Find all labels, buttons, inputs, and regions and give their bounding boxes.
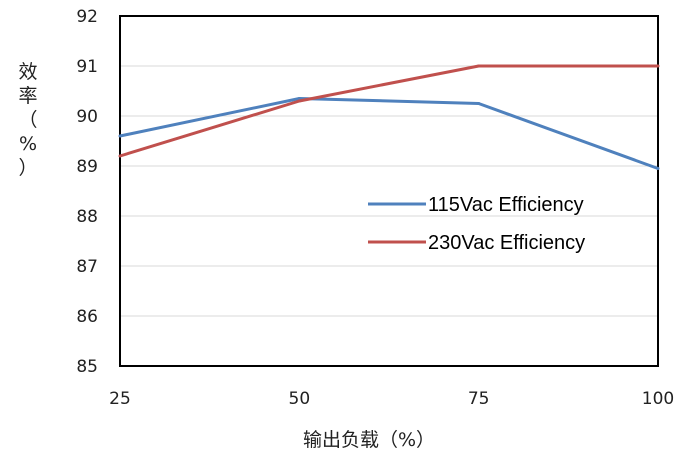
data-point bbox=[118, 134, 122, 138]
data-point bbox=[656, 64, 660, 68]
y-axis-title: 效率（%） bbox=[18, 61, 37, 179]
plot-area-border bbox=[119, 15, 659, 367]
data-point bbox=[118, 154, 122, 158]
series-line-2 bbox=[119, 64, 658, 158]
x-tick-label: 25 bbox=[109, 389, 131, 409]
x-axis-title: 输出负载（%） bbox=[303, 429, 435, 451]
y-tick-label: 87 bbox=[76, 257, 98, 277]
y-tick-label: 89 bbox=[76, 157, 98, 177]
y-tick-label: 92 bbox=[76, 7, 98, 27]
series-lines bbox=[118, 64, 660, 170]
data-point bbox=[656, 167, 660, 170]
y-tick-label: 88 bbox=[76, 207, 98, 227]
legend-label-115vac: 115Vac Efficiency bbox=[428, 194, 584, 216]
y-tick-label: 90 bbox=[76, 107, 98, 127]
x-tick-label: 100 bbox=[642, 389, 674, 409]
x-tick-label: 75 bbox=[468, 389, 490, 409]
x-tick-labels: 25 50 75 100 bbox=[109, 389, 674, 409]
series-line-1 bbox=[119, 97, 659, 170]
y-tick-label: 91 bbox=[76, 57, 98, 77]
data-point bbox=[477, 102, 481, 105]
gridlines bbox=[120, 65, 658, 317]
data-point bbox=[477, 64, 481, 68]
y-tick-label: 85 bbox=[76, 357, 98, 377]
y-tick-label: 86 bbox=[76, 307, 98, 327]
y-tick-labels: 85 86 87 88 89 90 91 92 bbox=[76, 7, 98, 377]
data-point bbox=[297, 97, 301, 100]
x-tick-label: 50 bbox=[289, 389, 311, 409]
data-point bbox=[297, 99, 301, 103]
legend-label-230vac: 230Vac Efficiency bbox=[428, 232, 585, 254]
legend: 115Vac Efficiency 230Vac Efficiency bbox=[368, 194, 585, 254]
